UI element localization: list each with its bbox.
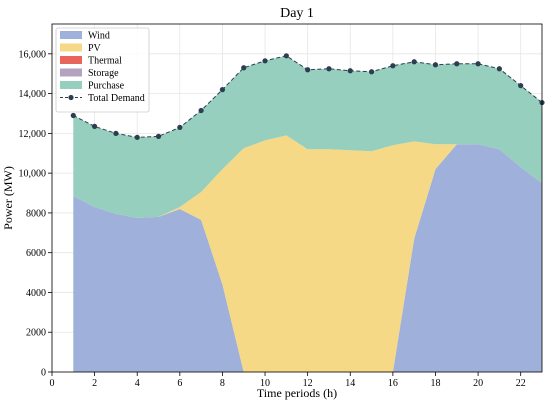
demand-point bbox=[262, 58, 268, 64]
legend-swatch-thermal bbox=[60, 56, 82, 64]
demand-point bbox=[92, 123, 98, 130]
legend-swatch-storage bbox=[60, 68, 82, 77]
x-tick-label: 6 bbox=[177, 378, 182, 389]
y-tick-label: 16,000 bbox=[19, 49, 47, 60]
legend-swatch-pv bbox=[60, 43, 82, 52]
y-axis-ticks: 0 2000 4000 6000 8000 10,000 12,000 14,000 16,00… bbox=[19, 49, 52, 379]
x-axis-ticks: 0 2 4 6 8 10 12 14 16 18 20 22 bbox=[50, 372, 526, 389]
x-tick-label: 4 bbox=[135, 378, 140, 389]
demand-point bbox=[219, 87, 226, 93]
demand-point bbox=[70, 112, 76, 119]
demand-point bbox=[496, 66, 502, 72]
demand-point bbox=[432, 62, 439, 68]
demand-point bbox=[305, 67, 311, 73]
plot-frame bbox=[51, 23, 543, 373]
demand-point bbox=[518, 83, 524, 89]
demand-point bbox=[155, 133, 162, 139]
demand-point bbox=[283, 53, 289, 59]
x-tick-label: 14 bbox=[345, 378, 355, 389]
y-tick-label: 8000 bbox=[26, 208, 46, 219]
x-tick-label: 2 bbox=[92, 378, 97, 389]
x-tick-label: 16 bbox=[388, 378, 398, 389]
legend-label-storage: Storage bbox=[88, 68, 119, 79]
legend-label-purchase: Purchase bbox=[88, 81, 125, 92]
area-wind bbox=[73, 144, 543, 372]
x-tick-label: 10 bbox=[260, 378, 270, 389]
demand-point bbox=[134, 134, 140, 140]
legend-label-wind: Wind bbox=[88, 31, 110, 42]
y-tick-label: 6000 bbox=[26, 248, 46, 259]
demand-point bbox=[113, 130, 119, 136]
demand-point bbox=[411, 59, 417, 65]
legend-swatch-purchase bbox=[60, 81, 82, 89]
y-axis-title: Power (MW) bbox=[1, 166, 15, 230]
y-tick-label: 2000 bbox=[26, 328, 46, 339]
demand-point bbox=[347, 68, 353, 74]
y-tick-label: 14,000 bbox=[19, 89, 47, 100]
x-axis-title: Time periods (h) bbox=[257, 386, 337, 400]
x-tick-label: 0 bbox=[50, 378, 55, 389]
total-demand-line-layer bbox=[70, 53, 545, 140]
y-tick-label: 0 bbox=[41, 368, 46, 379]
legend-label-pv: PV bbox=[88, 43, 102, 54]
legend-marker bbox=[68, 94, 74, 101]
legend-label-total-demand: Total Demand bbox=[88, 93, 145, 104]
x-tick-label: 8 bbox=[220, 378, 225, 389]
demand-point bbox=[475, 61, 481, 67]
stacked-areas bbox=[73, 55, 543, 372]
x-tick-label: 20 bbox=[473, 378, 483, 389]
area-purchase bbox=[73, 55, 543, 218]
y-tick-label: 12,000 bbox=[19, 129, 47, 140]
y-tick-label: 4000 bbox=[26, 288, 46, 299]
y-tick-label: 10,000 bbox=[19, 169, 47, 180]
legend-label-thermal: Thermal bbox=[88, 56, 122, 67]
demand-point bbox=[198, 107, 204, 114]
x-tick-label: 12 bbox=[303, 378, 313, 389]
demand-point bbox=[368, 69, 375, 75]
demand-point bbox=[390, 63, 396, 69]
chart-title: Day 1 bbox=[280, 6, 314, 21]
demand-point bbox=[177, 124, 183, 131]
x-tick-label: 22 bbox=[516, 378, 526, 389]
area-pv bbox=[73, 135, 543, 372]
legend-swatch-wind bbox=[60, 31, 82, 39]
demand-point bbox=[326, 66, 332, 72]
x-tick-label: 18 bbox=[430, 378, 440, 389]
demand-point bbox=[241, 65, 247, 71]
demand-point bbox=[454, 61, 460, 67]
